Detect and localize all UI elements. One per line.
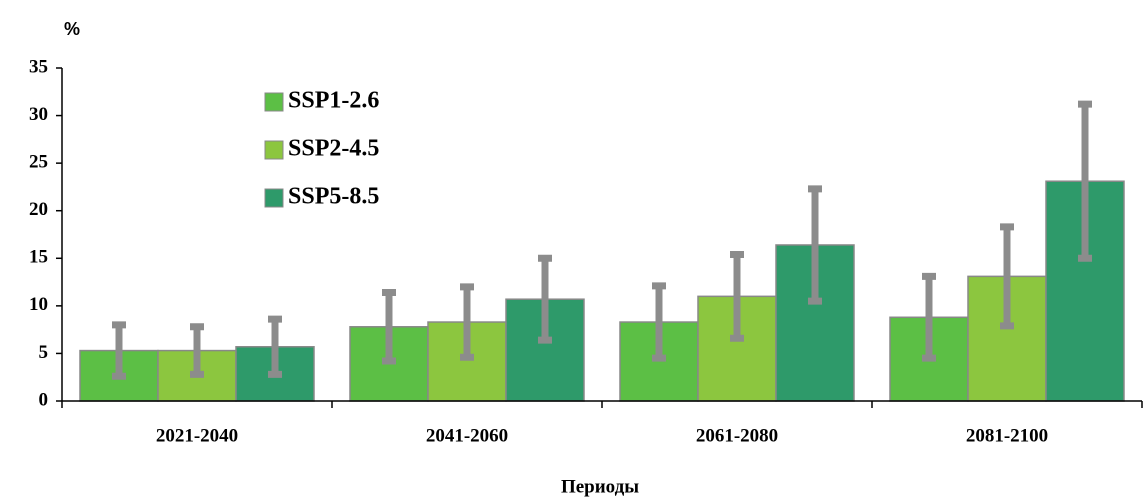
x-axis-label: Периоды bbox=[561, 476, 639, 497]
x-tick-label: 2041-2060 bbox=[426, 425, 508, 446]
error-bar bbox=[1000, 223, 1014, 330]
y-tick-label: 15 bbox=[29, 247, 48, 268]
x-tick-label: 2021-2040 bbox=[156, 425, 238, 446]
legend-label: SSP2-4.5 bbox=[288, 136, 379, 162]
error-bar bbox=[808, 185, 822, 305]
legend-swatch bbox=[264, 92, 284, 112]
error-bar bbox=[538, 254, 552, 344]
y-tick-label: 20 bbox=[29, 199, 48, 220]
error-bar bbox=[730, 250, 744, 342]
y-tick-label: 30 bbox=[29, 104, 48, 125]
error-bar bbox=[190, 323, 204, 378]
legend-label: SSP1-2.6 bbox=[288, 88, 379, 114]
error-bar bbox=[652, 282, 666, 362]
legend-swatch bbox=[264, 188, 284, 208]
error-bar bbox=[112, 321, 126, 380]
y-tick-label: 35 bbox=[29, 56, 48, 77]
y-tick-label: 0 bbox=[39, 389, 49, 410]
error-bar bbox=[460, 283, 474, 361]
error-bar bbox=[268, 315, 282, 378]
error-bar bbox=[922, 272, 936, 362]
error-bar bbox=[1078, 100, 1092, 262]
error-bar bbox=[382, 289, 396, 365]
x-tick-label: 2061-2080 bbox=[696, 425, 778, 446]
y-axis-label: % bbox=[64, 19, 80, 39]
legend-label: SSP5-8.5 bbox=[288, 184, 379, 210]
legend-swatch bbox=[264, 140, 284, 160]
x-tick-label: 2081-2100 bbox=[966, 425, 1048, 446]
y-tick-label: 10 bbox=[29, 294, 48, 315]
y-tick-label: 25 bbox=[29, 152, 48, 173]
y-tick-label: 5 bbox=[39, 342, 49, 363]
